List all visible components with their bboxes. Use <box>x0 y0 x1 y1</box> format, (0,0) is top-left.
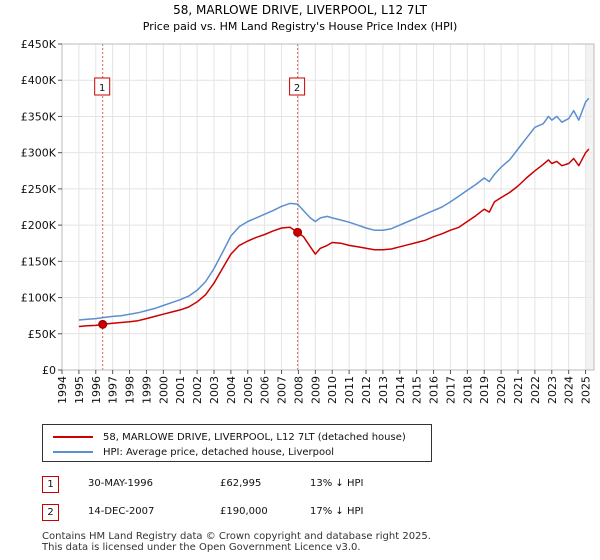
sale-marker-label: 2 <box>294 83 300 94</box>
x-tick-label: 1995 <box>73 376 86 404</box>
sale-points <box>98 227 303 329</box>
sale-point <box>293 227 303 237</box>
x-tick-label: 2012 <box>360 376 373 404</box>
legend-swatch-hpi <box>53 451 93 453</box>
y-tick-label: £100K <box>21 292 57 305</box>
sale-marker-label: 1 <box>99 83 105 94</box>
x-tick-label: 1999 <box>140 376 153 404</box>
x-tick-label: 2016 <box>428 376 441 404</box>
legend-item-property: 58, MARLOWE DRIVE, LIVERPOOL, L12 7LT (d… <box>53 430 406 444</box>
y-axis: £0 £50K £100K £150K £200K £250K £300K £350K £400… <box>21 38 62 377</box>
x-tick-label: 2023 <box>546 376 559 404</box>
x-tick-label: 2000 <box>157 376 170 404</box>
x-tick-label: 2021 <box>512 376 525 404</box>
sale-row: 2 14-DEC-2007 £190,000 17% ↓ HPI <box>42 502 582 530</box>
x-tick-label: 2018 <box>461 376 474 404</box>
legend: 58, MARLOWE DRIVE, LIVERPOOL, L12 7LT (d… <box>42 424 432 462</box>
y-tick-label: £200K <box>21 219 57 232</box>
legend-label-hpi: HPI: Average price, detached house, Live… <box>103 446 335 458</box>
legend-item-hpi: HPI: Average price, detached house, Live… <box>53 445 334 459</box>
y-tick-label: £350K <box>21 110 57 123</box>
x-tick-label: 2017 <box>444 376 457 404</box>
sale-marker-box <box>94 77 111 96</box>
x-tick-label: 2003 <box>208 376 221 404</box>
x-tick-label: 2011 <box>343 376 356 404</box>
y-tick-label: £400K <box>21 74 57 87</box>
x-axis: 1994 1995 1996 1997 1998 1999 2000 2001 2002 2003… <box>56 370 593 404</box>
series-line-hpi <box>78 97 590 321</box>
footer: Contains HM Land Registry data © Crown c… <box>42 531 431 553</box>
x-tick-label: 2005 <box>242 376 255 404</box>
x-tick-label: 2004 <box>225 376 238 404</box>
y-tick-label: £150K <box>21 255 57 268</box>
plot-frame <box>61 43 595 371</box>
x-tick-label: 2025 <box>580 376 593 404</box>
y-tick-label: £50K <box>28 328 57 341</box>
sale-number-badge: 1 <box>42 476 59 493</box>
chart-title: 58, MARLOWE DRIVE, LIVERPOOL, L12 7LT <box>173 3 428 17</box>
footer-licence: This data is licensed under the Open Gov… <box>42 542 361 553</box>
x-tick-label: 1997 <box>107 376 120 404</box>
future-shade <box>585 44 594 370</box>
sale-point <box>98 319 108 329</box>
shaded-region <box>585 44 594 370</box>
x-tick-label: 2014 <box>394 376 407 404</box>
x-tick-label: 2006 <box>259 376 272 404</box>
plot-area <box>62 44 594 370</box>
sale-marker-box <box>289 77 306 96</box>
legend-swatch-property <box>53 436 93 438</box>
sale-price: £62,995 <box>220 478 262 489</box>
chart-subtitle: Price paid vs. HM Land Registry's House … <box>143 20 458 33</box>
x-tick-label: 2009 <box>309 376 322 404</box>
sale-price: £190,000 <box>220 506 268 517</box>
x-tick-label: 2001 <box>174 376 187 404</box>
plot-background <box>62 44 594 370</box>
x-tick-label: 2002 <box>191 376 204 404</box>
x-tick-label: 2020 <box>495 376 508 404</box>
sale-date: 30-MAY-1996 <box>88 478 154 489</box>
sale-row: 1 30-MAY-1996 £62,995 13% ↓ HPI <box>42 474 582 502</box>
x-tick-label: 2024 <box>563 376 576 404</box>
series-lines <box>78 97 590 328</box>
y-tick-label: £450K <box>21 38 57 51</box>
y-tick-label: £250K <box>21 183 57 196</box>
x-tick-label: 1996 <box>90 376 103 404</box>
x-tick-label: 2015 <box>411 376 424 404</box>
x-tick-label: 2008 <box>292 376 305 404</box>
sales-table: 1 30-MAY-1996 £62,995 13% ↓ HPI 2 14-DEC… <box>42 474 582 530</box>
sale-hpi-diff: 13% ↓ HPI <box>310 478 364 489</box>
x-tick-label: 2010 <box>326 376 339 404</box>
x-tick-label: 2007 <box>276 376 289 404</box>
y-tick-label: £0 <box>42 364 56 377</box>
sale-hpi-diff: 17% ↓ HPI <box>310 506 364 517</box>
y-tick-label: £300K <box>21 147 57 160</box>
x-tick-label: 2019 <box>478 376 491 404</box>
x-tick-label: 2013 <box>377 376 390 404</box>
sale-number-badge: 2 <box>42 504 59 521</box>
x-tick-label: 1994 <box>56 376 69 404</box>
axes <box>61 43 595 371</box>
x-tick-label: 2022 <box>529 376 542 404</box>
series-line-property <box>78 148 590 328</box>
price-chart: 58, MARLOWE DRIVE, LIVERPOOL, L12 7LT Pr… <box>21 3 595 404</box>
sale-date: 14-DEC-2007 <box>88 506 155 517</box>
x-tick-label: 1998 <box>124 376 137 404</box>
footer-copyright: Contains HM Land Registry data © Crown c… <box>42 531 431 542</box>
legend-label-property: 58, MARLOWE DRIVE, LIVERPOOL, L12 7LT (d… <box>103 431 406 443</box>
